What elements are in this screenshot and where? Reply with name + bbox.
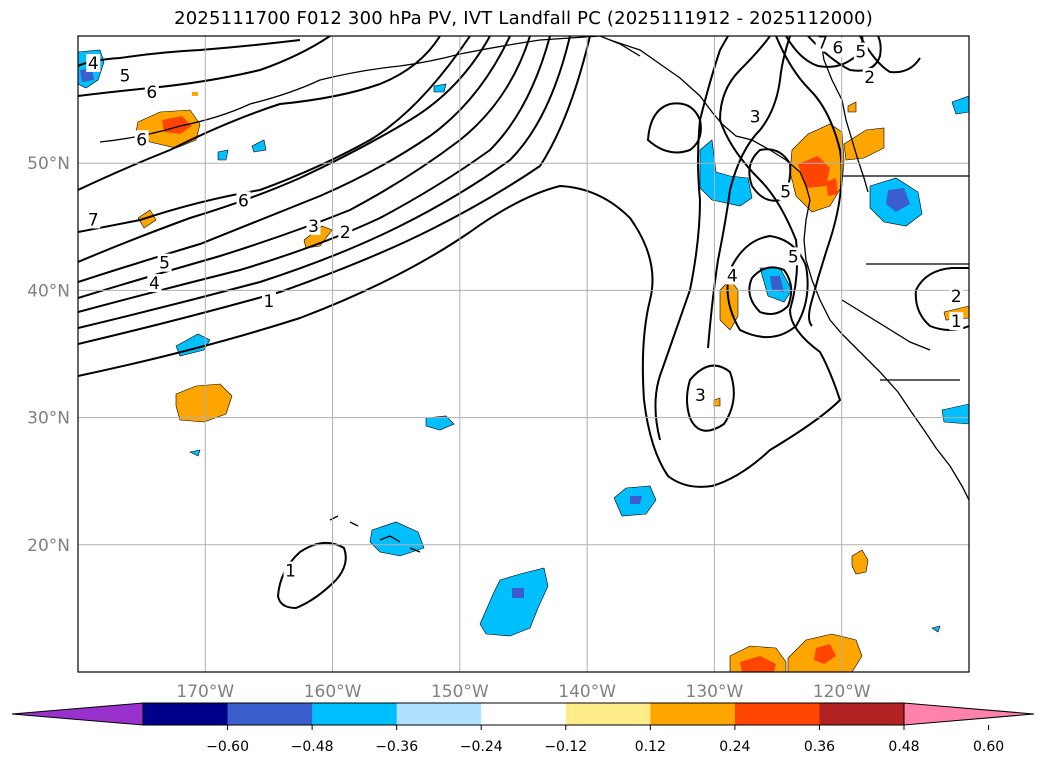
colorbar-tick-label: −0.60 (206, 739, 249, 755)
colorbar-tick-label: −0.12 (544, 739, 587, 755)
colorbar-tick-label: 0.60 (973, 739, 1004, 755)
colorbar-tick-label: −0.24 (460, 739, 503, 755)
lon-tick-label: 130°W (686, 682, 744, 702)
lat-tick-label: 20°N (27, 536, 70, 556)
contour-label: 5 (780, 182, 791, 202)
contour-label: 3 (308, 217, 319, 237)
contour-label: 5 (120, 67, 131, 87)
lon-tick-label: 150°W (431, 682, 489, 702)
colorbar-extend-min (11, 702, 144, 726)
contour-label-bg (261, 291, 276, 310)
contour-label: 3 (750, 107, 761, 127)
contour-label-bg (748, 107, 763, 126)
latitude-labels: 20°N 30°N 40°N 50°N (27, 154, 70, 556)
contour-label-bg (786, 247, 801, 266)
contour-label-bg (338, 223, 353, 242)
colorbar-tick-label: 0.24 (719, 739, 750, 755)
pv-contours (78, 36, 969, 610)
lon-tick-label: 120°W (813, 682, 871, 702)
colorbar-tick-label: −0.36 (375, 739, 418, 755)
contour-label-bg (144, 83, 159, 102)
contour-label-bg (147, 274, 162, 293)
contour-label-bg (815, 36, 830, 52)
contour-label: 5 (159, 254, 170, 274)
gridlines (78, 36, 969, 672)
contour-label-bg (157, 253, 172, 272)
lat-tick-label: 40°N (27, 281, 70, 301)
lon-tick-label: 140°W (558, 682, 616, 702)
contour-label: 1 (264, 292, 275, 312)
lat-tick-label: 50°N (27, 154, 70, 174)
contour-label: 6 (238, 191, 249, 211)
colorbar-segment (481, 703, 567, 725)
contour-label-bg (86, 53, 101, 72)
contour-label: 7 (817, 34, 828, 54)
coastlines (99, 36, 969, 553)
contour-label: 6 (146, 83, 157, 103)
contour-label-bg (862, 67, 877, 86)
contour-label: 4 (88, 54, 99, 74)
colorbar-tick-label: −0.48 (291, 739, 334, 755)
lon-tick-label: 170°W (176, 682, 234, 702)
contour-label: 5 (788, 247, 799, 267)
chart-title: 2025111700 F012 300 hPa PV, IVT Landfall… (174, 8, 873, 29)
contour-label-bg (830, 38, 845, 57)
contour-label-bg (853, 42, 868, 61)
colorbar-segment (396, 703, 482, 725)
colorbar-segment (227, 703, 313, 725)
contour-label-bg (306, 216, 321, 235)
colorbar-segment (650, 703, 736, 725)
contour-label: 1 (285, 562, 296, 582)
colorbar: −0.60 −0.48 −0.36 −0.24 −0.12 0.12 0.24 0.36 0.4… (11, 702, 1035, 755)
contour-label-bg (949, 312, 964, 331)
contour-label: 5 (855, 43, 866, 63)
colorbar-tick-label: 0.12 (635, 739, 666, 755)
contour-label-bg (778, 182, 793, 201)
contour-label-bg (236, 191, 251, 210)
contour-label: 3 (695, 386, 706, 406)
lon-tick-label: 160°W (304, 682, 362, 702)
contour-label: 2 (340, 223, 351, 243)
colorbar-tick-label: 0.48 (888, 739, 919, 755)
colorbar-segment (143, 703, 229, 725)
contour-label: 4 (149, 274, 160, 294)
map-frame (77, 35, 970, 673)
colorbar-segment (565, 703, 651, 725)
contour-label-bg (86, 210, 101, 229)
contour-label: 6 (832, 39, 843, 59)
contour-label-bg (949, 286, 964, 305)
colorbar-segment (819, 703, 905, 725)
contour-label: 7 (88, 210, 99, 230)
contour-label: 2 (951, 287, 962, 307)
colorbar-outline (142, 702, 905, 726)
colorbar-segment (312, 703, 398, 725)
contour-label: 1 (951, 312, 962, 332)
contour-label-bg (693, 385, 708, 404)
contour-label-bg (118, 66, 133, 85)
colorbar-segment (734, 703, 820, 725)
contour-label-bg (283, 561, 298, 580)
lat-tick-label: 30°N (27, 409, 70, 429)
contour-label: 4 (727, 266, 738, 286)
contour-label: 2 (864, 68, 875, 88)
contour-label-bg (725, 266, 740, 285)
colorbar-tick-label: 0.36 (804, 739, 835, 755)
colorbar-extend-max (903, 702, 1035, 726)
contour-label-bg (134, 130, 149, 149)
longitude-labels: 170°W 160°W 150°W 140°W 130°W 120°W (176, 682, 870, 702)
contour-label: 6 (136, 130, 147, 150)
